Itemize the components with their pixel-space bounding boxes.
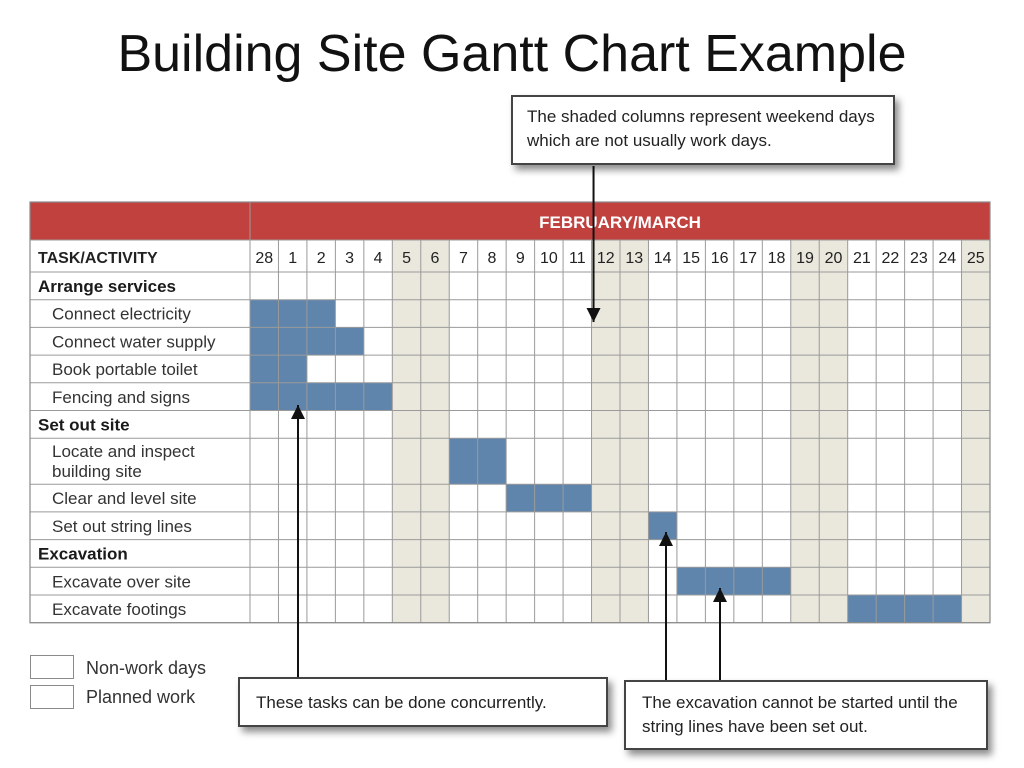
- legend-planned-swatch: [30, 685, 74, 709]
- day-label: 2: [317, 250, 326, 267]
- day-label: 16: [711, 250, 729, 267]
- nonwork-column: [392, 240, 421, 623]
- planned-work-cell: [933, 595, 962, 623]
- task-label: Set out string lines: [52, 517, 192, 536]
- planned-work-cell: [250, 327, 279, 356]
- task-label: Connect electricity: [52, 305, 191, 324]
- nonwork-column: [620, 240, 649, 623]
- planned-work-cell: [278, 355, 307, 383]
- day-label: 14: [654, 250, 672, 267]
- task-label: Clear and level site: [52, 489, 197, 508]
- string-lines-arrow-head: [659, 532, 673, 546]
- planned-work-cell: [250, 299, 279, 328]
- day-label: 18: [768, 250, 786, 267]
- day-label: 19: [796, 250, 814, 267]
- planned-work-cell: [477, 438, 507, 485]
- planned-work-cell: [306, 299, 336, 328]
- task-label: Excavate footings: [52, 600, 186, 619]
- day-label: 12: [597, 250, 615, 267]
- task-label: Locate and inspect: [52, 442, 195, 461]
- day-label: 3: [345, 250, 354, 267]
- task-label: Excavate over site: [52, 572, 191, 591]
- task-group-label: Arrange services: [38, 277, 176, 296]
- day-label: 10: [540, 250, 558, 267]
- nonwork-column: [591, 240, 620, 623]
- planned-work-cell: [335, 382, 364, 411]
- callout-weekend-note: The shaded columns represent weekend day…: [511, 95, 895, 165]
- planned-work-cell: [306, 327, 336, 356]
- planned-work-cell: [506, 484, 535, 512]
- planned-work-cell: [876, 595, 905, 623]
- day-label: 7: [459, 250, 468, 267]
- planned-work-cell: [335, 327, 364, 356]
- day-label: 25: [967, 250, 985, 267]
- day-label: 4: [374, 250, 383, 267]
- month-header-label: FEBRUARY/MARCH: [539, 213, 701, 232]
- day-label: 8: [487, 250, 496, 267]
- day-label: 28: [255, 250, 273, 267]
- day-label: 13: [625, 250, 643, 267]
- task-label: Book portable toilet: [52, 360, 198, 379]
- day-label: 23: [910, 250, 928, 267]
- planned-work-cell: [733, 567, 763, 595]
- weekend-arrow-head: [586, 308, 601, 322]
- page-title: Building Site Gantt Chart Example: [117, 25, 907, 83]
- task-label: Fencing and signs: [52, 388, 190, 407]
- planned-work-cell: [904, 595, 934, 623]
- day-label: 6: [431, 250, 440, 267]
- nonwork-column: [819, 240, 848, 623]
- day-label: 24: [938, 250, 956, 267]
- planned-work-cell: [250, 382, 279, 411]
- day-label: 1: [288, 250, 297, 267]
- day-label: 11: [569, 250, 586, 267]
- planned-work-cell: [449, 438, 478, 485]
- planned-work-cell: [278, 382, 307, 411]
- planned-work-cell: [363, 382, 393, 411]
- planned-work-cell: [306, 382, 336, 411]
- planned-work-cell: [676, 567, 706, 595]
- task-label: building site: [52, 462, 142, 481]
- task-group-label: Set out site: [38, 416, 130, 435]
- day-label: 5: [402, 250, 411, 267]
- nonwork-column: [790, 240, 820, 623]
- excavate-arrow-head: [713, 588, 727, 602]
- day-label: 15: [682, 250, 700, 267]
- planned-work-cell: [762, 567, 791, 595]
- callout-concurrent-note: These tasks can be done concurrently.: [238, 677, 608, 727]
- planned-work-cell: [278, 299, 307, 328]
- task-label: Connect water supply: [52, 332, 216, 351]
- day-label: 17: [739, 250, 757, 267]
- planned-work-cell: [534, 484, 564, 512]
- day-label: 9: [516, 250, 525, 267]
- planned-work-cell: [250, 355, 279, 383]
- planned-work-cell: [847, 595, 877, 623]
- day-label: 21: [853, 250, 871, 267]
- concurrent-arrow-head: [291, 405, 305, 419]
- month-header-band: [30, 202, 990, 240]
- day-label: 22: [881, 250, 899, 267]
- legend-nonwork-swatch: [30, 655, 74, 679]
- planned-work-cell: [278, 327, 307, 356]
- planned-work-cell: [648, 511, 677, 540]
- chart-border: [29, 201, 991, 624]
- nonwork-column: [961, 240, 990, 623]
- day-label: 20: [825, 250, 843, 267]
- callout-excavation-note: The excavation cannot be started until t…: [624, 680, 988, 750]
- legend-nonwork-label: Non-work days: [86, 658, 207, 678]
- nonwork-column: [420, 240, 450, 623]
- task-column-header: TASK/ACTIVITY: [38, 250, 158, 267]
- task-group-label: Excavation: [38, 545, 128, 564]
- planned-work-cell: [563, 484, 592, 512]
- legend-planned-label: Planned work: [86, 687, 196, 707]
